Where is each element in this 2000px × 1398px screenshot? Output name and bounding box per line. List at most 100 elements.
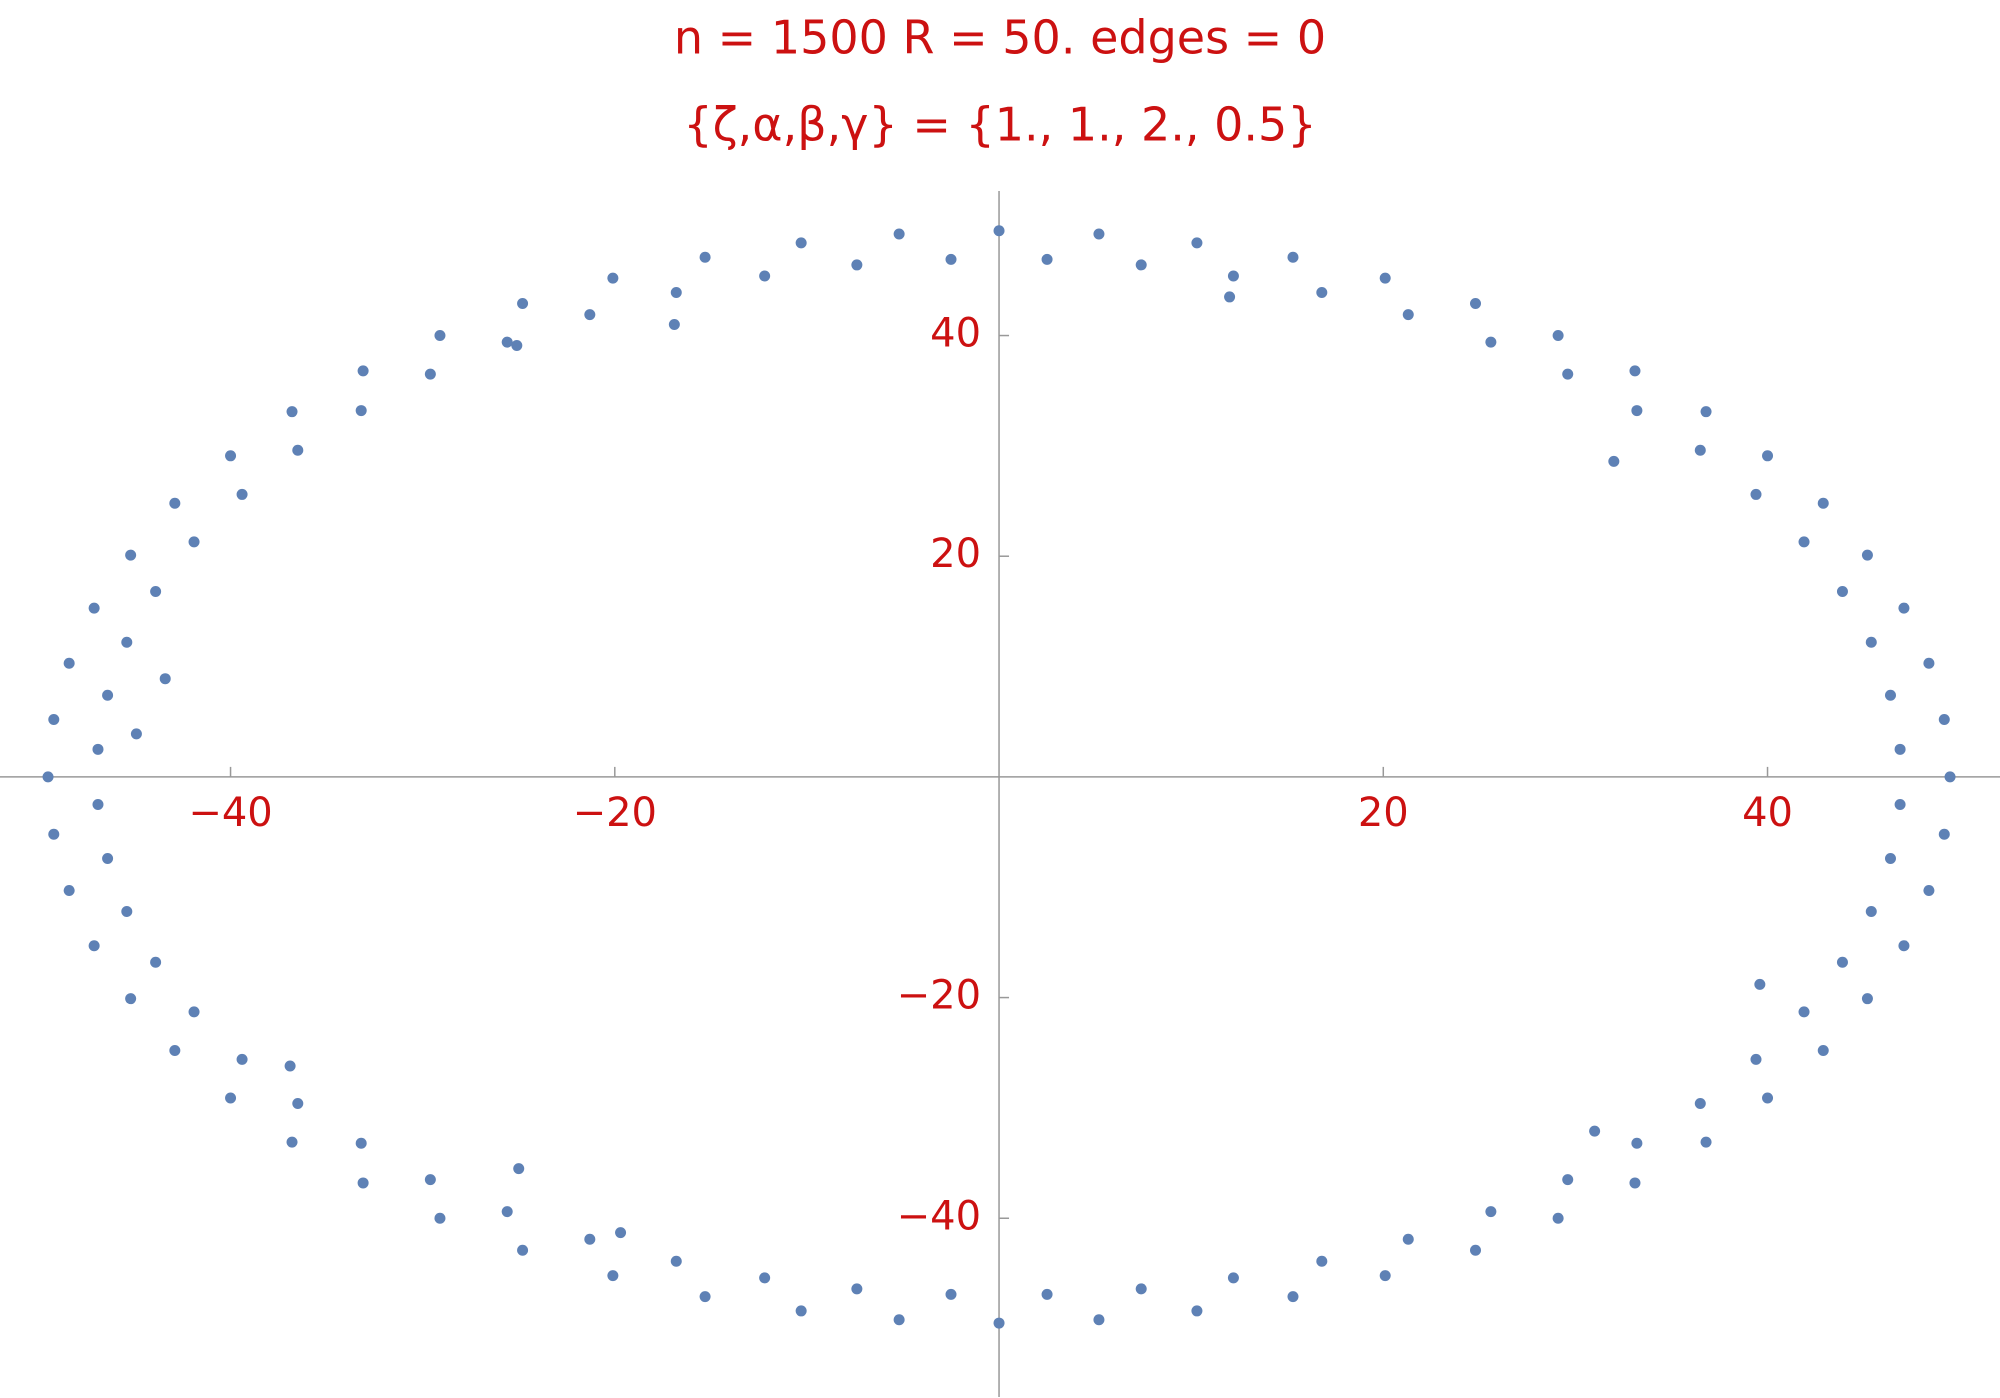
point: [355, 1137, 367, 1149]
point: [1894, 743, 1906, 755]
point: [1552, 1212, 1564, 1224]
point: [1402, 1233, 1414, 1245]
point: [993, 225, 1005, 237]
point: [1762, 450, 1774, 462]
point: [1316, 287, 1328, 299]
point: [286, 1136, 298, 1148]
point: [1798, 536, 1810, 548]
point: [1041, 1288, 1053, 1300]
point: [1762, 1092, 1774, 1104]
point: [1379, 1270, 1391, 1282]
point: [424, 368, 436, 380]
point: [188, 536, 200, 548]
point: [1898, 602, 1910, 614]
point: [225, 450, 237, 462]
y-tick-label: 40: [930, 311, 981, 357]
point: [1898, 940, 1910, 952]
point: [424, 1174, 436, 1186]
point: [63, 885, 75, 897]
point: [670, 1255, 682, 1267]
point: [1608, 455, 1620, 467]
point: [1379, 272, 1391, 284]
point: [48, 828, 60, 840]
point: [125, 549, 137, 561]
point: [121, 636, 133, 648]
point: [1694, 444, 1706, 456]
point: [434, 330, 446, 342]
point: [1836, 956, 1848, 968]
point: [607, 1270, 619, 1282]
point: [1894, 798, 1906, 810]
point: [513, 1163, 525, 1175]
point: [434, 1212, 446, 1224]
point: [1944, 771, 1956, 783]
point: [1923, 657, 1935, 669]
point: [225, 1092, 237, 1104]
point: [92, 798, 104, 810]
point: [615, 1227, 627, 1239]
chart-subtitle: {ζ,α,β,γ} = {1., 1., 2., 0.5}: [683, 98, 1316, 152]
point: [1861, 549, 1873, 561]
point: [150, 586, 162, 598]
point: [584, 309, 596, 321]
point: [1750, 1053, 1762, 1065]
point: [1754, 978, 1766, 990]
point: [92, 743, 104, 755]
point: [1631, 1137, 1643, 1149]
point: [1093, 228, 1105, 240]
point: [795, 237, 807, 249]
point: [1629, 365, 1641, 377]
point: [1552, 330, 1564, 342]
point: [584, 1233, 596, 1245]
point: [292, 444, 304, 456]
point: [169, 497, 181, 509]
point: [607, 272, 619, 284]
point: [102, 689, 114, 701]
point: [795, 1305, 807, 1317]
point: [286, 406, 298, 418]
point: [1884, 689, 1896, 701]
point: [1938, 714, 1950, 726]
point: [357, 365, 369, 377]
point: [511, 339, 523, 351]
point: [150, 956, 162, 968]
point: [1861, 993, 1873, 1005]
point: [355, 405, 367, 417]
point: [851, 1283, 863, 1295]
point: [668, 319, 680, 331]
point: [1287, 251, 1299, 263]
point: [284, 1060, 296, 1072]
point: [130, 728, 142, 740]
point: [1589, 1125, 1601, 1137]
point: [236, 488, 248, 500]
point: [1923, 885, 1935, 897]
point: [759, 1272, 771, 1284]
point: [1938, 828, 1950, 840]
point: [851, 259, 863, 271]
point: [1135, 259, 1147, 271]
point: [501, 1206, 513, 1218]
point: [945, 1288, 957, 1300]
point: [1470, 298, 1482, 310]
point: [1227, 1272, 1239, 1284]
x-tick-label: 20: [1358, 790, 1409, 836]
point: [88, 940, 100, 952]
point: [1884, 853, 1896, 865]
point: [159, 673, 171, 685]
point: [1629, 1177, 1641, 1189]
x-tick-label: 40: [1742, 790, 1793, 836]
point: [1485, 1206, 1497, 1218]
point: [1093, 1314, 1105, 1326]
y-tick-label: −40: [897, 1193, 981, 1239]
point: [759, 270, 771, 282]
point: [1700, 1136, 1712, 1148]
point: [517, 1244, 529, 1256]
point: [699, 251, 711, 263]
point: [1750, 488, 1762, 500]
point: [893, 228, 905, 240]
x-tick-label: −20: [573, 790, 657, 836]
point: [1402, 309, 1414, 321]
point: [1135, 1283, 1147, 1295]
point: [357, 1177, 369, 1189]
point: [125, 993, 137, 1005]
